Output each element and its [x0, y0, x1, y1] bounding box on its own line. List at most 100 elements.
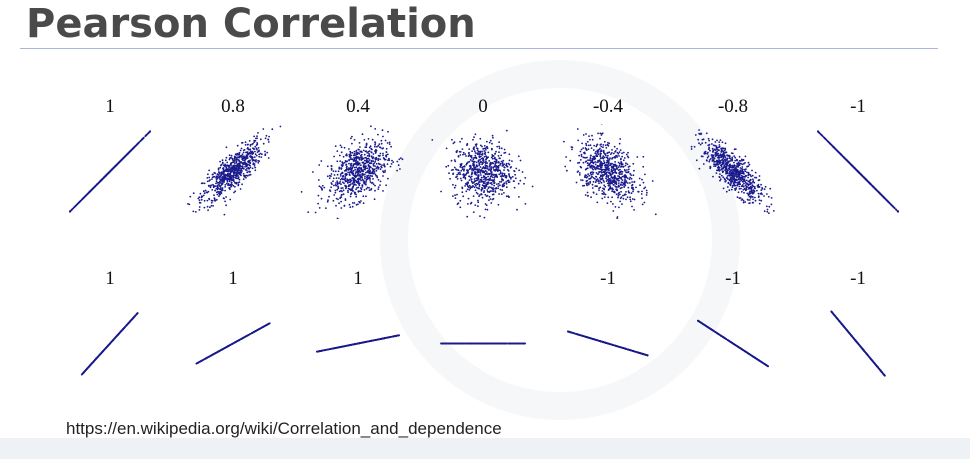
data-point — [466, 188, 469, 191]
data-point — [699, 133, 701, 136]
data-point — [720, 174, 723, 177]
data-point — [351, 142, 353, 145]
data-point — [228, 180, 231, 183]
data-point — [346, 154, 348, 157]
data-point — [617, 161, 620, 164]
data-point — [524, 177, 527, 179]
data-point — [249, 166, 252, 169]
data-point — [611, 149, 613, 151]
data-point — [484, 182, 486, 184]
data-point — [613, 184, 615, 186]
data-point — [345, 160, 347, 163]
data-point — [731, 176, 734, 179]
data-point — [717, 160, 720, 163]
data-point — [333, 194, 336, 196]
data-point — [739, 162, 741, 165]
data-point — [351, 205, 354, 208]
data-point — [626, 163, 629, 166]
data-point — [626, 196, 629, 199]
data-point — [705, 132, 708, 135]
data-point — [340, 167, 343, 170]
data-point — [378, 155, 381, 157]
data-point — [826, 139, 828, 142]
data-point — [584, 194, 587, 196]
data-point — [239, 188, 242, 190]
data-point — [606, 182, 609, 185]
data-point — [476, 152, 479, 155]
data-point — [479, 181, 481, 183]
data-point — [237, 177, 240, 180]
data-point — [385, 147, 388, 150]
scatter-panel: -0.4 — [546, 96, 670, 226]
data-point — [590, 196, 592, 199]
data-point — [577, 139, 579, 142]
scatter-panel: 0 — [421, 96, 545, 226]
data-point — [718, 141, 721, 143]
data-point — [129, 149, 132, 152]
data-point — [241, 170, 243, 172]
data-point — [737, 173, 740, 175]
data-point — [477, 182, 480, 184]
data-point — [722, 160, 725, 162]
data-point — [737, 178, 740, 180]
data-point — [491, 162, 494, 165]
data-point — [597, 165, 599, 168]
data-point — [739, 170, 742, 173]
data-point — [888, 201, 891, 204]
data-point — [481, 196, 484, 199]
data-point — [224, 159, 227, 162]
data-point — [488, 199, 490, 201]
data-point — [346, 173, 348, 176]
data-point — [340, 177, 343, 180]
data-point — [741, 163, 744, 166]
data-point — [359, 171, 362, 174]
data-point — [566, 169, 568, 172]
data-point — [377, 157, 380, 160]
data-point — [475, 145, 478, 147]
data-point — [484, 151, 487, 154]
data-point — [356, 160, 359, 163]
data-point — [481, 167, 484, 169]
data-point — [622, 194, 624, 197]
data-point — [599, 170, 602, 173]
data-point — [484, 178, 487, 180]
data-point — [200, 198, 203, 201]
data-point — [453, 186, 456, 189]
data-point — [504, 151, 507, 154]
data-point — [334, 184, 337, 186]
data-point — [603, 188, 606, 191]
data-point — [228, 186, 231, 189]
data-point — [258, 150, 260, 153]
data-point — [233, 157, 236, 160]
data-point — [225, 196, 227, 198]
data-point — [592, 176, 595, 179]
data-point — [611, 162, 613, 165]
data-point — [486, 208, 489, 211]
data-point — [268, 135, 270, 138]
data-point — [873, 187, 876, 190]
data-point — [465, 155, 467, 157]
data-point — [440, 190, 442, 193]
data-point — [470, 175, 473, 178]
data-point — [243, 155, 245, 157]
data-point — [754, 176, 756, 179]
data-point — [586, 195, 589, 197]
data-point — [340, 151, 343, 154]
data-point — [631, 205, 633, 208]
data-point — [267, 157, 270, 159]
data-point — [330, 168, 333, 171]
data-point — [374, 173, 377, 176]
data-point — [599, 137, 601, 140]
data-point — [498, 141, 500, 143]
data-point — [618, 171, 621, 174]
data-point — [318, 207, 321, 209]
data-point — [714, 151, 717, 154]
data-point — [476, 147, 478, 149]
data-point — [376, 176, 379, 179]
data-point — [734, 159, 737, 162]
data-point — [399, 168, 401, 170]
data-point — [620, 186, 623, 189]
data-point — [245, 155, 248, 158]
data-point — [222, 167, 225, 170]
data-point — [474, 154, 477, 157]
